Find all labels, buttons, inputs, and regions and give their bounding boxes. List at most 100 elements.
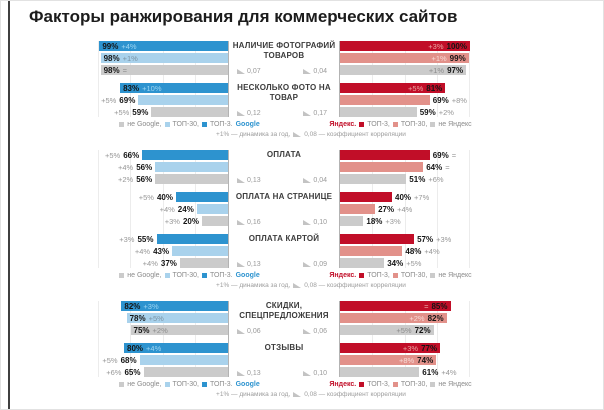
legend-swatch: [164, 382, 170, 387]
bar-yandex-top3: +5% 81%: [340, 83, 446, 93]
bar-row: 83% +10%: [98, 83, 228, 93]
bar-row: +3% 55%: [98, 234, 228, 244]
bar-value: 51%: [409, 174, 426, 184]
bar-delta: +2%: [117, 174, 134, 184]
bar-row: = 85%: [340, 301, 470, 311]
legend-swatch: [392, 382, 398, 387]
bar-delta: +5%: [396, 325, 412, 335]
bar-delta: +4%: [424, 246, 440, 256]
bar-value: 83%: [123, 83, 140, 93]
bar-value: 75%: [133, 325, 150, 335]
legend-yandex: Яндекс. ТОП-3, ТОП-30, не Яндекс: [309, 120, 495, 129]
trend-slope-icon: [293, 283, 302, 288]
bar-delta: =: [445, 162, 450, 172]
footnote: +1% — динамика за год, 0,08 — коэффициент…: [125, 391, 497, 398]
footnote-correlation: 0,08 — коэффициент корреляции: [304, 131, 406, 138]
bar-delta: +5%: [102, 355, 118, 365]
bar-value: 97%: [447, 65, 464, 75]
legend-swatch: [119, 122, 125, 127]
google-chart: +5% 66% +4% 56% +2% 56% +5% 40% +4% 24% +3% 20% +3% 5…: [98, 150, 229, 268]
correlation-row: 0,16 0,10: [229, 219, 339, 226]
correlation-row: 0,07 0,04: [229, 68, 339, 75]
bar-row: 34% +5%: [340, 258, 470, 268]
bar-delta: =: [122, 65, 128, 75]
legend-label: не Google,: [127, 381, 162, 388]
bar-delta: +4%: [441, 367, 457, 377]
correlation-value: 0,06: [247, 328, 261, 335]
bar-yandex-top3: [340, 150, 430, 160]
factor-cell: ОПЛАТА 0,13 0,04: [229, 150, 339, 184]
legend-brand-yandex: Яндекс.: [329, 381, 357, 388]
bar-delta: +2%: [438, 107, 454, 117]
correlation-google: 0,13: [237, 177, 261, 184]
bar-row: 48% +4%: [340, 246, 470, 256]
bar-row: +4% 37%: [98, 258, 228, 268]
legend-label: ТОП-3,: [367, 272, 390, 279]
legend-row: не Google, ТОП-30, ТОП-3. Google Яндекс. ТОП-…: [98, 380, 472, 389]
bar-row: 69% =: [340, 150, 470, 160]
correlation-value: 0,13: [247, 370, 261, 377]
legend-swatch: [430, 382, 436, 387]
bar-delta: +5%: [138, 192, 154, 202]
bar-label: +5% 40%: [139, 193, 173, 202]
trend-slope-icon: [237, 329, 245, 334]
bar-value: 77%: [421, 343, 438, 353]
bar-value: 68%: [120, 355, 137, 365]
legend-swatch: [359, 382, 365, 387]
footnote-correlation: 0,08 — коэффициент корреляции: [304, 282, 406, 289]
correlation-value: 0,10: [313, 370, 327, 377]
correlation-google: 0,12: [237, 110, 261, 117]
blocks: 99% +4% 98% +1% 98% = 83% +10% +5% 69% +5% 59% НАЛИЧ…: [1, 41, 603, 398]
bar-row: +2% 82%: [340, 313, 470, 323]
legend-swatch: [430, 122, 436, 127]
bar-delta: +6%: [106, 367, 122, 377]
yandex-chart: 69% = 64% = 51% +6% 40% +7% 27% +4% 18% +3% 57% +3% 48…: [339, 150, 470, 268]
correlation-value: 0,10: [313, 219, 327, 226]
legend-swatch: [392, 273, 398, 278]
factor-labels: СКИДКИ, СПЕЦПРЕДЛОЖЕНИЯ 0,06 0,06 ОТЗЫВЫ 0,1…: [229, 301, 339, 377]
bar-value: 85%: [431, 301, 448, 311]
bar-value: 80%: [127, 343, 144, 353]
bar-delta: =: [424, 301, 429, 311]
trend-slope-icon: [303, 371, 312, 376]
bar-row: 80% +4%: [98, 343, 228, 353]
bar-value: 66%: [123, 150, 140, 160]
footnote-dynamics: +1% — динамика за год,: [216, 391, 291, 398]
bar-google-top30: [196, 204, 228, 214]
correlation-yandex: 0,04: [303, 177, 327, 184]
bar-delta: +1%: [431, 53, 447, 63]
bar-yandex-rest: +1% 97%: [340, 65, 467, 75]
trend-slope-icon: [303, 220, 312, 225]
bar-google-top30: [172, 246, 228, 256]
bar-yandex-top30: +8% 74%: [340, 355, 437, 365]
bar-delta: +8%: [398, 355, 415, 365]
correlation-value: 0,13: [247, 177, 261, 184]
bar-label: 57% +3%: [417, 235, 451, 244]
bar-label: +4% 24%: [160, 205, 194, 214]
bar-google-top30: 78% +5%: [126, 313, 228, 323]
correlation-google: 0,13: [237, 261, 261, 268]
bar-row: 57% +3%: [340, 234, 470, 244]
bar-yandex-top30: +2% 82%: [340, 313, 447, 323]
bar-label: 48% +4%: [405, 247, 439, 256]
bar-delta: +3%: [164, 216, 180, 226]
bar-yandex-rest: +5% 72%: [340, 325, 434, 335]
bar-delta: +3%: [436, 234, 452, 244]
bar-delta: +6%: [428, 174, 444, 184]
legend-label: ТОП-30,: [172, 121, 200, 128]
legend-label: ТОП-3,: [367, 381, 390, 388]
bar-yandex-top3: [340, 234, 415, 244]
bar-label: 59% +2%: [420, 108, 454, 117]
bar-value: 55%: [137, 234, 154, 244]
bar-value: 69%: [432, 150, 449, 160]
bar-value: 40%: [395, 192, 412, 202]
bar-value: 78%: [129, 313, 146, 323]
trend-slope-icon: [237, 178, 245, 183]
bar-value: 43%: [153, 246, 170, 256]
bar-label: 27% +4%: [378, 205, 412, 214]
bar-delta: +10%: [142, 83, 162, 93]
trend-slope-icon: [237, 262, 245, 267]
bar-row: 51% +6%: [340, 174, 470, 184]
legend-google: не Google, ТОП-30, ТОП-3. Google: [98, 271, 284, 280]
bar-yandex-top30: [340, 162, 424, 172]
